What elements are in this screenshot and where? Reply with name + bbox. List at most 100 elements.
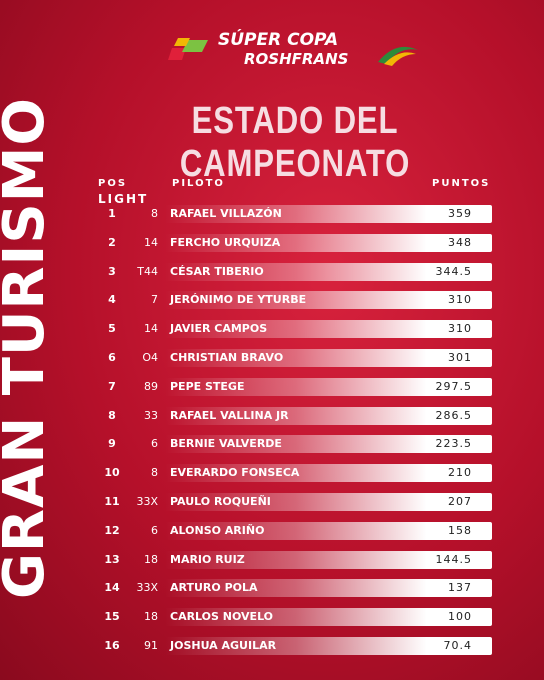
points: 301 <box>448 351 472 364</box>
car-number: 89 <box>144 379 158 393</box>
car-number: 6 <box>151 523 158 537</box>
driver: PEPE STEGE <box>170 379 245 393</box>
col-light: LIGHT <box>98 192 149 206</box>
driver: BERNIE VALVERDE <box>170 437 282 451</box>
pos: 3 <box>108 264 116 278</box>
row-bar <box>165 205 492 223</box>
driver: RAFAEL VILLAZÓN <box>170 207 282 220</box>
points: 344.5 <box>435 264 472 278</box>
table-row: 4 7 JERÓNIMO DE YTURBE 310 <box>0 290 544 310</box>
points: 210 <box>448 466 472 480</box>
row-bar <box>165 521 492 540</box>
driver: CHRISTIAN BRAVO <box>170 351 284 364</box>
driver: JAVIER CAMPOS <box>170 322 268 336</box>
points: 348 <box>448 235 472 249</box>
table-row: 6 O4 CHRISTIAN BRAVO 301 <box>0 348 544 368</box>
driver: JERÓNIMO DE YTURBE <box>170 293 307 307</box>
car-number: 8 <box>151 466 158 480</box>
row-bar <box>165 377 492 396</box>
table-row: 9 6 BERNIE VALVERDE 223.5 <box>0 434 544 454</box>
table-row: 1 8 RAFAEL VILLAZÓN 359 <box>0 204 544 224</box>
row-bar <box>165 579 492 598</box>
car-number: 6 <box>151 437 158 451</box>
row-bar <box>165 435 492 454</box>
car-number: 33X <box>136 581 158 595</box>
pos: 6 <box>108 351 116 364</box>
row-bar <box>165 262 492 281</box>
car-number: O4 <box>142 351 158 364</box>
table-row: 2 14 FERCHO URQUIZA 348 <box>0 233 544 253</box>
points: 100 <box>448 610 472 624</box>
pos: 9 <box>108 437 116 451</box>
car-number: 33 <box>144 408 158 422</box>
pos: 15 <box>104 610 120 624</box>
pos: 5 <box>108 322 116 336</box>
car-number: 14 <box>144 322 158 336</box>
driver: ALONSO ARIÑO <box>170 523 265 537</box>
car-number: T44 <box>137 264 158 278</box>
table-row: 10 8 EVERARDO FONSECA 210 <box>0 463 544 483</box>
driver: MARIO RUIZ <box>170 552 245 566</box>
driver: JOSHUA AGUILAR <box>170 639 277 652</box>
car-number: 8 <box>151 207 158 220</box>
driver: RAFAEL VALLINA JR <box>170 408 289 422</box>
row-bar <box>165 637 492 655</box>
points: 207 <box>448 495 472 508</box>
pos: 2 <box>108 235 116 249</box>
driver: CÉSAR TIBERIO <box>170 264 264 278</box>
points: 70.4 <box>443 639 472 652</box>
brand-top: SÚPER COPA <box>218 30 339 50</box>
table-row: 3 T44 CÉSAR TIBERIO 344.5 <box>0 262 544 282</box>
points: 144.5 <box>435 552 472 566</box>
title: ESTADO DEL CAMPEONATO <box>179 100 411 185</box>
col-pos: POS <box>98 178 128 189</box>
row-bar <box>165 233 492 252</box>
logo-right <box>378 46 418 66</box>
car-number: 14 <box>144 235 158 249</box>
table-row: 12 6 ALONSO ARIÑO 158 <box>0 521 544 541</box>
row-bar <box>165 349 492 367</box>
table-row: 16 91 JOSHUA AGUILAR 70.4 <box>0 636 544 656</box>
car-number: 18 <box>144 610 158 624</box>
driver: EVERARDO FONSECA <box>170 466 300 480</box>
row-bar <box>165 406 492 425</box>
pos: 12 <box>104 523 120 537</box>
row-bar <box>165 608 492 627</box>
points: 137 <box>448 581 472 595</box>
pos: 10 <box>104 466 120 480</box>
car-number: 91 <box>144 639 158 652</box>
pos: 7 <box>108 379 116 393</box>
pos: 14 <box>104 581 120 595</box>
points: 286.5 <box>435 408 472 422</box>
car-number: 18 <box>144 552 158 566</box>
col-puntos: PUNTOS <box>432 178 491 189</box>
pos: 16 <box>104 639 120 652</box>
logo-left <box>168 38 208 60</box>
points: 223.5 <box>435 437 472 451</box>
points: 297.5 <box>435 379 472 393</box>
driver: CARLOS NOVELO <box>170 610 274 624</box>
pos: 13 <box>104 552 120 566</box>
row-bar <box>165 464 492 483</box>
table-row: 13 18 MARIO RUIZ 144.5 <box>0 550 544 570</box>
driver: FERCHO URQUIZA <box>170 235 281 249</box>
col-piloto: PILOTO <box>172 178 225 189</box>
points: 359 <box>448 207 472 220</box>
row-bar <box>165 493 492 511</box>
pos: 1 <box>108 207 116 220</box>
row-bar <box>165 291 492 310</box>
driver: PAULO ROQUEÑI <box>170 495 271 508</box>
points: 158 <box>448 523 472 537</box>
table-row: 14 33X ARTURO POLA 137 <box>0 578 544 598</box>
pos: 8 <box>108 408 116 422</box>
car-number: 7 <box>151 293 158 307</box>
driver: ARTURO POLA <box>170 581 258 595</box>
brand-bottom: ROSHFRANS <box>244 50 349 68</box>
points: 310 <box>448 322 472 336</box>
pos: 4 <box>108 293 116 307</box>
table-row: 5 14 JAVIER CAMPOS 310 <box>0 319 544 339</box>
table-row: 7 89 PEPE STEGE 297.5 <box>0 377 544 397</box>
points: 310 <box>448 293 472 307</box>
table-row: 11 33X PAULO ROQUEÑI 207 <box>0 492 544 512</box>
